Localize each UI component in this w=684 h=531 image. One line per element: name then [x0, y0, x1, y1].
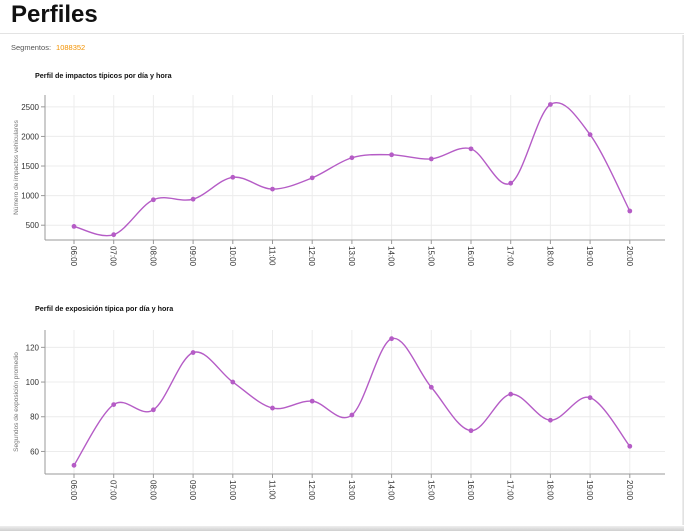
- page-title: Perfiles: [11, 1, 98, 28]
- y-tick-label: 1500: [21, 162, 39, 171]
- x-tick-label: 06:00: [69, 246, 78, 267]
- x-tick-label: 17:00: [506, 246, 515, 267]
- x-tick-label: 07:00: [109, 246, 118, 267]
- segments-info: Segmentos: 1088352: [11, 43, 85, 52]
- data-point: [587, 395, 593, 401]
- y-tick-label: 100: [26, 378, 40, 387]
- data-point: [309, 175, 315, 181]
- y-tick-label: 120: [26, 343, 40, 352]
- data-point: [627, 443, 633, 449]
- y-tick-label: 60: [30, 447, 39, 456]
- x-tick-label: 13:00: [347, 480, 356, 501]
- y-tick-label: 2000: [21, 132, 39, 141]
- y-tick-label: 1000: [21, 192, 39, 201]
- data-point: [111, 232, 117, 238]
- data-point: [349, 412, 355, 418]
- x-tick-label: 10:00: [228, 246, 237, 267]
- data-point: [190, 350, 196, 355]
- x-tick-label: 19:00: [585, 480, 594, 501]
- data-point: [151, 197, 156, 203]
- data-point: [270, 186, 275, 192]
- x-tick-label: 11:00: [268, 480, 277, 500]
- x-tick-label: 14:00: [387, 480, 396, 501]
- y-tick-label: 80: [30, 413, 39, 422]
- data-point: [71, 462, 77, 468]
- data-point: [111, 402, 117, 408]
- series-line: [73, 337, 631, 466]
- data-point: [230, 174, 236, 180]
- x-tick-label: 18:00: [545, 480, 554, 501]
- data-point: [270, 405, 275, 411]
- data-point: [468, 146, 474, 152]
- x-tick-label: 15:00: [426, 246, 435, 267]
- x-tick-label: 16:00: [466, 246, 475, 267]
- data-point: [587, 132, 593, 138]
- x-tick-label: 09:00: [188, 480, 197, 501]
- x-tick-label: 18:00: [545, 246, 554, 267]
- x-tick-label: 06:00: [69, 480, 78, 501]
- data-point: [508, 180, 514, 186]
- x-tick-label: 13:00: [347, 246, 356, 267]
- x-tick-label: 11:00: [268, 246, 277, 266]
- data-point: [309, 398, 315, 404]
- y-axis-title: Segundos de exposición promedio: [13, 352, 20, 452]
- data-point: [190, 196, 196, 202]
- segments-label: Segmentos:: [11, 43, 52, 52]
- y-tick-label: 2500: [21, 103, 39, 112]
- data-point: [389, 336, 394, 342]
- chart-2-title: Perfil de exposición típica por día y ho…: [35, 304, 174, 313]
- y-tick-label: 500: [26, 221, 40, 230]
- data-point: [468, 428, 474, 434]
- data-point: [151, 407, 156, 413]
- x-tick-label: 15:00: [426, 480, 435, 501]
- data-point: [428, 384, 434, 390]
- x-tick-label: 09:00: [188, 246, 197, 267]
- panel-edge: [682, 35, 684, 525]
- x-tick-label: 20:00: [625, 480, 634, 501]
- x-tick-label: 12:00: [307, 480, 316, 501]
- x-tick-label: 16:00: [466, 480, 475, 501]
- data-point: [71, 223, 77, 229]
- title-divider: [0, 33, 684, 34]
- data-point: [548, 417, 553, 423]
- x-tick-label: 19:00: [585, 246, 594, 267]
- x-tick-label: 12:00: [307, 246, 316, 267]
- chart-1-title: Perfil de impactos típicos por día y hor…: [35, 71, 172, 80]
- segments-value: 1088352: [56, 43, 86, 52]
- data-point: [627, 208, 633, 214]
- panel-bottom-edge: [0, 526, 684, 531]
- data-point: [548, 102, 553, 107]
- data-point: [349, 155, 355, 161]
- data-point: [230, 379, 236, 385]
- x-tick-label: 17:00: [506, 480, 515, 501]
- x-tick-label: 08:00: [148, 480, 157, 501]
- y-axis-title: Número de impactos vehiculares: [13, 119, 20, 214]
- x-tick-label: 08:00: [148, 246, 157, 267]
- x-tick-label: 20:00: [625, 246, 634, 267]
- x-tick-label: 07:00: [109, 480, 118, 501]
- series-line: [73, 102, 631, 237]
- x-tick-label: 10:00: [228, 480, 237, 501]
- data-point: [389, 152, 394, 158]
- data-point: [428, 156, 434, 162]
- impacts-line-chart: 500 1000 1500 2000 2500 06:00 07:00 08:00 09:00 1…: [13, 95, 665, 267]
- exposure-line-chart: 60 80 100 120 06:00 07:00 08:00 09:00 10:00 11:00…: [13, 330, 665, 501]
- data-point: [508, 391, 514, 397]
- x-tick-label: 14:00: [387, 246, 396, 267]
